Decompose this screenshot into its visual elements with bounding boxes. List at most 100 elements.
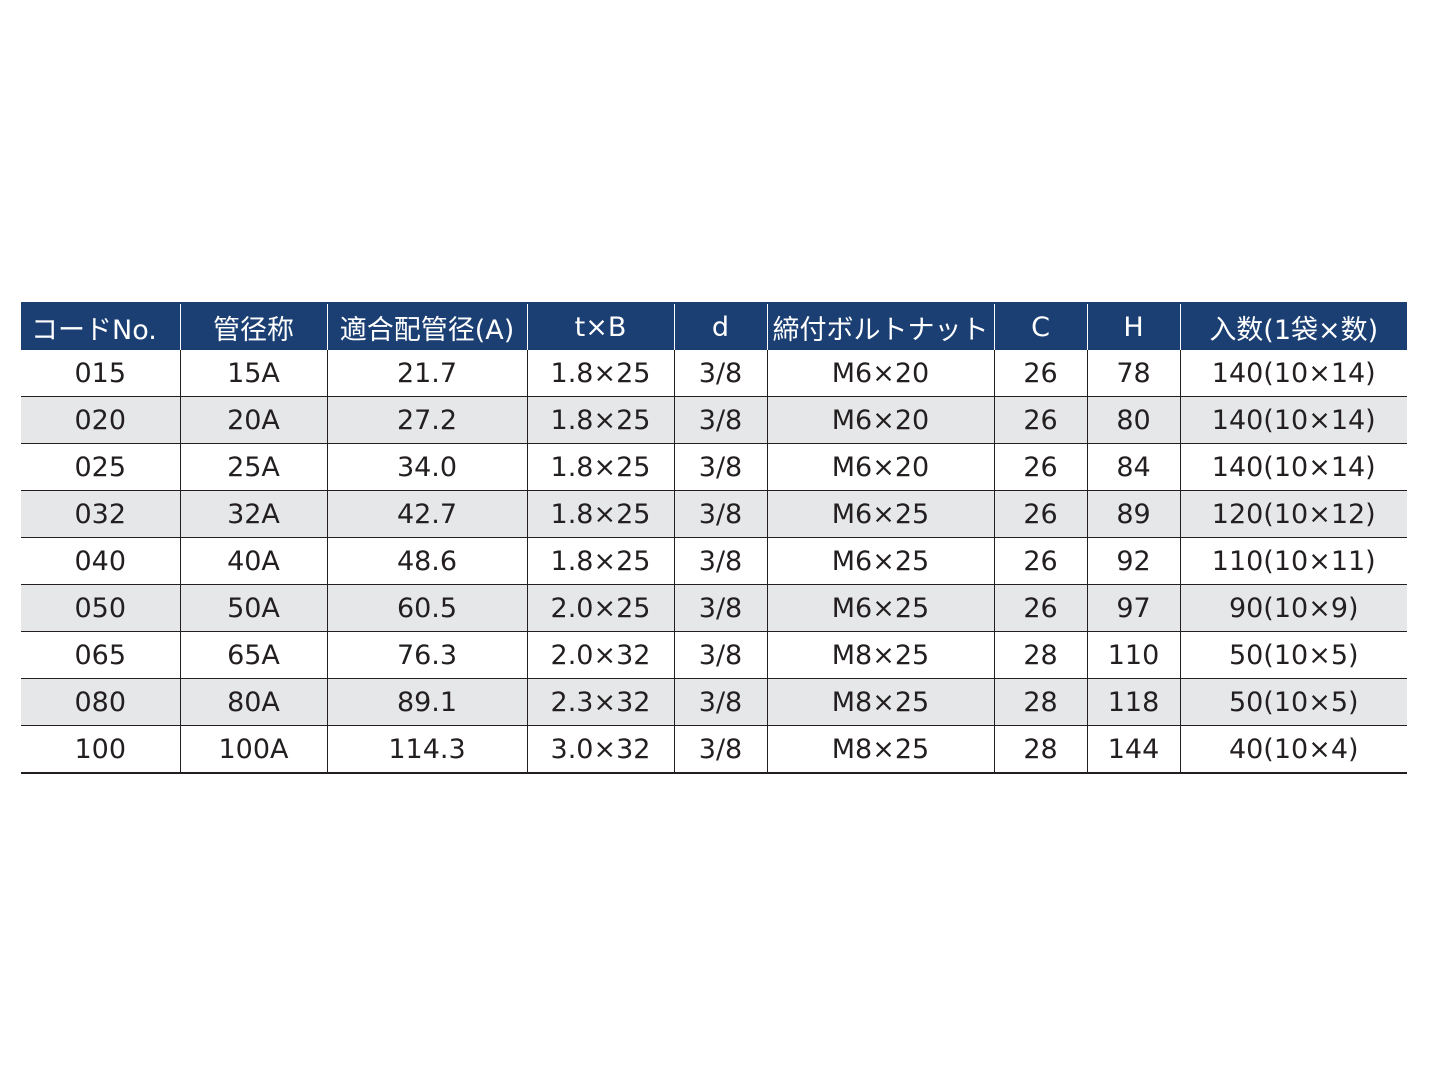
cell-quantity: 110(10×11) [1179, 537, 1407, 585]
cell-pipe-diameter: 42.7 [326, 490, 527, 538]
header-c: C [993, 302, 1087, 350]
table-row: 025 25A 34.0 1.8×25 3/8 M6×20 26 84 140(10×14) [21, 443, 1407, 491]
header-pipe-diameter: 適合配管径(A) [326, 302, 527, 350]
table-row: 100 100A 114.3 3.0×32 3/8 M8×25 28 144 40(10×4) [21, 725, 1407, 773]
table-row: 032 32A 42.7 1.8×25 3/8 M6×25 26 89 120(10×12) [21, 490, 1407, 538]
cell-pipe-size: 25A [179, 443, 327, 491]
cell-code-no: 020 [21, 396, 180, 444]
cell-bolt-nut: M6×25 [766, 537, 994, 585]
cell-bolt-nut: M6×25 [766, 584, 994, 632]
cell-pipe-diameter: 48.6 [326, 537, 527, 585]
cell-h: 84 [1086, 443, 1180, 491]
cell-c: 26 [993, 490, 1087, 538]
cell-code-no: 065 [21, 631, 180, 679]
header-row: コードNo. 管径称 適合配管径(A) t×B d 締付ボルトナット C H 入数(1袋×数) [21, 302, 1407, 350]
header-d: d [673, 302, 767, 350]
cell-c: 26 [993, 443, 1087, 491]
cell-d: 3/8 [673, 443, 767, 491]
cell-d: 3/8 [673, 725, 767, 773]
cell-quantity: 50(10×5) [1179, 631, 1407, 679]
cell-h: 92 [1086, 537, 1180, 585]
cell-c: 28 [993, 725, 1087, 773]
cell-pipe-size: 80A [179, 678, 327, 726]
cell-pipe-diameter: 27.2 [326, 396, 527, 444]
cell-d: 3/8 [673, 350, 767, 397]
cell-quantity: 40(10×4) [1179, 725, 1407, 773]
cell-d: 3/8 [673, 490, 767, 538]
cell-d: 3/8 [673, 631, 767, 679]
cell-d: 3/8 [673, 584, 767, 632]
cell-bolt-nut: M8×25 [766, 725, 994, 773]
table-row: 015 15A 21.7 1.8×25 3/8 M6×20 26 78 140(10×14) [21, 350, 1407, 397]
cell-c: 26 [993, 537, 1087, 585]
cell-pipe-size: 32A [179, 490, 327, 538]
cell-code-no: 015 [74, 357, 127, 389]
cell-h: 110 [1086, 631, 1180, 679]
cell-bolt-nut: M6×20 [766, 443, 994, 491]
cell-t-x-b: 1.8×25 [526, 350, 674, 397]
table-row: 020 20A 27.2 1.8×25 3/8 M6×20 26 80 140(10×14) [21, 396, 1407, 444]
cell-quantity: 140(10×14) [1179, 396, 1407, 444]
cell-bolt-nut: M8×25 [766, 678, 994, 726]
cell-pipe-size: 65A [179, 631, 327, 679]
cell-d: 3/8 [673, 537, 767, 585]
cell-quantity: 140(10×14) [1179, 443, 1407, 491]
cell-pipe-size: 100A [179, 725, 327, 773]
cell-code-no: 080 [21, 678, 180, 726]
cell-h: 118 [1086, 678, 1180, 726]
cell-pipe-size: 20A [179, 396, 327, 444]
spec-table: コードNo. 管径称 適合配管径(A) t×B d 締付ボルトナット C H 入数(1袋×数) … [21, 302, 1407, 774]
cell-t-x-b: 3.0×32 [526, 725, 674, 773]
cell-pipe-size: 50A [179, 584, 327, 632]
cell-pipe-size: 15A [179, 350, 327, 397]
cell-t-x-b: 1.8×25 [526, 396, 674, 444]
cell-h: 97 [1086, 584, 1180, 632]
cell-code-no: 100 [21, 725, 180, 773]
cell-h: 80 [1086, 396, 1180, 444]
cell-code-no: 025 [21, 443, 180, 491]
cell-bolt-nut: M6×20 [766, 396, 994, 444]
cell-t-x-b: 2.0×32 [526, 631, 674, 679]
cell-bolt-nut: M6×25 [766, 490, 994, 538]
cell-code-no: 040 [21, 537, 180, 585]
table-header: コードNo. 管径称 適合配管径(A) t×B d 締付ボルトナット C H 入数(1袋×数) [21, 302, 1407, 350]
header-t-x-b: t×B [526, 302, 674, 350]
header-pipe-size: 管径称 [179, 302, 327, 350]
cell-quantity: 50(10×5) [1179, 678, 1407, 726]
header-bolt-nut: 締付ボルトナット [766, 302, 994, 350]
cell-t-x-b: 2.0×25 [526, 584, 674, 632]
table-row: 065 65A 76.3 2.0×32 3/8 M8×25 28 110 50(10×5) [21, 631, 1407, 679]
table-body: 015 15A 21.7 1.8×25 3/8 M6×20 26 78 140(10×14) 02… [21, 350, 1407, 773]
cell-bolt-nut: M6×20 [766, 350, 994, 397]
cell-d: 3/8 [673, 396, 767, 444]
cell-pipe-diameter: 114.3 [326, 725, 527, 773]
cell-h: 144 [1086, 725, 1180, 773]
cell-c: 26 [993, 350, 1087, 397]
cell-c: 28 [993, 631, 1087, 679]
cell-pipe-diameter: 89.1 [326, 678, 527, 726]
cell-bolt-nut: M8×25 [766, 631, 994, 679]
cell-quantity: 120(10×12) [1179, 490, 1407, 538]
cell-quantity: 90(10×9) [1179, 584, 1407, 632]
header-code-no: コードNo. [21, 302, 180, 350]
cell-code-no: 032 [21, 490, 180, 538]
cell-pipe-diameter: 76.3 [326, 631, 527, 679]
cell-quantity: 140(10×14) [1179, 350, 1407, 397]
cell-t-x-b: 1.8×25 [526, 443, 674, 491]
cell-c: 26 [993, 584, 1087, 632]
cell-pipe-diameter: 60.5 [326, 584, 527, 632]
cell-h: 89 [1086, 490, 1180, 538]
cell-c: 28 [993, 678, 1087, 726]
table-row: 080 80A 89.1 2.3×32 3/8 M8×25 28 118 50(10×5) [21, 678, 1407, 726]
cell-t-x-b: 1.8×25 [526, 490, 674, 538]
cell-t-x-b: 1.8×25 [526, 537, 674, 585]
cell-pipe-diameter: 21.7 [326, 350, 527, 397]
cell-d: 3/8 [673, 678, 767, 726]
table-row: 050 50A 60.5 2.0×25 3/8 M6×25 26 97 90(10×9) [21, 584, 1407, 632]
cell-h: 78 [1086, 350, 1180, 397]
cell-pipe-size: 40A [179, 537, 327, 585]
header-quantity: 入数(1袋×数) [1179, 302, 1407, 350]
cell-pipe-diameter: 34.0 [326, 443, 527, 491]
cell-t-x-b: 2.3×32 [526, 678, 674, 726]
header-h: H [1086, 302, 1180, 350]
